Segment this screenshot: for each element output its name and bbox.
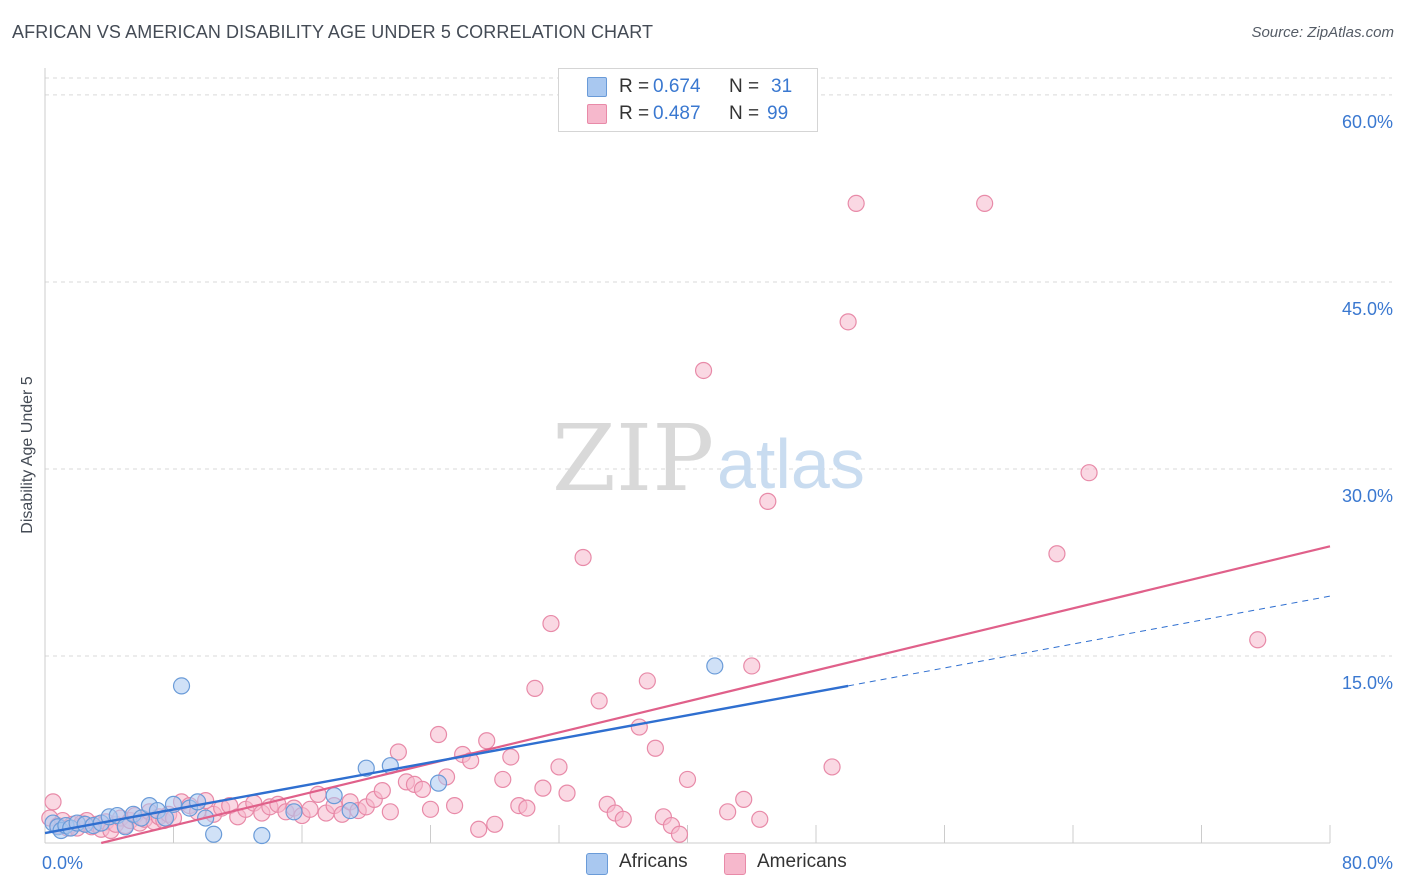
point-americans [670, 825, 689, 843]
point-americans [421, 800, 440, 818]
point-americans [614, 810, 632, 828]
point-americans [1048, 545, 1066, 563]
americans-label: Americans [757, 851, 847, 872]
y-tick-label: 60.0% [1342, 112, 1393, 132]
point-americans [630, 718, 648, 736]
point-americans [429, 725, 448, 744]
legend-swatch-africans [587, 77, 607, 97]
point-americans [445, 796, 464, 815]
point-americans [976, 194, 994, 213]
point-americans [839, 313, 857, 331]
y-tick-label: 30.0% [1342, 486, 1393, 506]
africans-label: Africans [619, 851, 688, 872]
point-americans [735, 790, 753, 808]
point-americans [526, 679, 544, 698]
point-americans [301, 800, 319, 818]
point-americans [486, 815, 504, 833]
point-americans [478, 732, 496, 750]
point-americans [638, 672, 656, 690]
legend-row-americans: R = 0.487 N = 99 [587, 102, 807, 126]
point-africans [285, 803, 303, 821]
point-americans [751, 810, 769, 828]
data-points [41, 194, 1267, 845]
point-americans [550, 758, 568, 776]
point-americans [44, 793, 62, 811]
africans-swatch [586, 853, 608, 875]
point-americans [1080, 464, 1098, 482]
point-americans [389, 743, 407, 761]
legend-n-value: 31 [771, 76, 793, 97]
point-americans [502, 748, 520, 766]
point-americans [823, 758, 841, 776]
point-africans [253, 826, 271, 845]
x-tick-label: 0.0% [42, 853, 83, 873]
point-americans [1249, 631, 1267, 649]
source-label: Source: ZipAtlas.com [1251, 24, 1394, 41]
point-americans [534, 779, 552, 797]
point-americans [574, 548, 592, 567]
point-africans [325, 787, 343, 805]
correlation-legend: R = 0.674 N = 31 R = 0.487 N = 99 [558, 68, 818, 132]
point-americans [590, 692, 608, 710]
x-tick-label: 80.0% [1342, 853, 1393, 873]
x-tick-labels: 0.0% 80.0% [42, 853, 1393, 873]
point-americans [494, 770, 512, 789]
point-africans [341, 801, 359, 820]
point-africans [205, 825, 223, 843]
point-americans [373, 782, 391, 800]
point-americans [542, 614, 560, 633]
point-americans [470, 820, 488, 838]
watermark-zip: ZIP [552, 405, 714, 512]
legend-n-value: 99 [767, 103, 789, 124]
legend-r-value: 0.674 [653, 76, 701, 97]
legend-r-value: 0.487 [653, 103, 701, 124]
point-africans [172, 677, 191, 695]
point-americans [759, 492, 777, 510]
point-africans [706, 657, 724, 675]
point-americans [518, 799, 536, 817]
legend-n-label: N = [729, 103, 760, 124]
watermark-atlas: atlas [717, 425, 865, 503]
trend-lines [44, 545, 1331, 845]
point-africans [357, 759, 375, 777]
point-americans [381, 803, 399, 821]
point-americans [646, 739, 664, 757]
point-americans [847, 194, 865, 213]
point-americans [413, 780, 432, 798]
legend-n-label: N = [729, 76, 760, 97]
point-americans [719, 803, 737, 821]
point-africans [429, 774, 448, 792]
y-tick-label: 45.0% [1342, 299, 1393, 319]
legend-row-africans: R = 0.674 N = 31 [587, 75, 807, 99]
point-americans [678, 770, 697, 789]
trend-line-americans [100, 545, 1331, 845]
point-africans [188, 793, 207, 811]
y-tick-labels: 15.0% 30.0% 45.0% 60.0% [1342, 112, 1393, 693]
legend-r-label: R = [619, 103, 650, 124]
trend-line-africans-extension [848, 595, 1331, 687]
gridlines [45, 77, 1392, 657]
point-americans [694, 361, 713, 380]
americans-swatch [724, 853, 746, 875]
chart-title: AFRICAN VS AMERICAN DISABILITY AGE UNDER… [12, 22, 654, 42]
point-americans [558, 784, 576, 802]
y-tick-label: 15.0% [1342, 673, 1393, 693]
legend-swatch-americans [587, 104, 607, 124]
trend-line-africans [44, 684, 849, 835]
point-americans [743, 657, 761, 675]
legend-r-label: R = [619, 76, 650, 97]
